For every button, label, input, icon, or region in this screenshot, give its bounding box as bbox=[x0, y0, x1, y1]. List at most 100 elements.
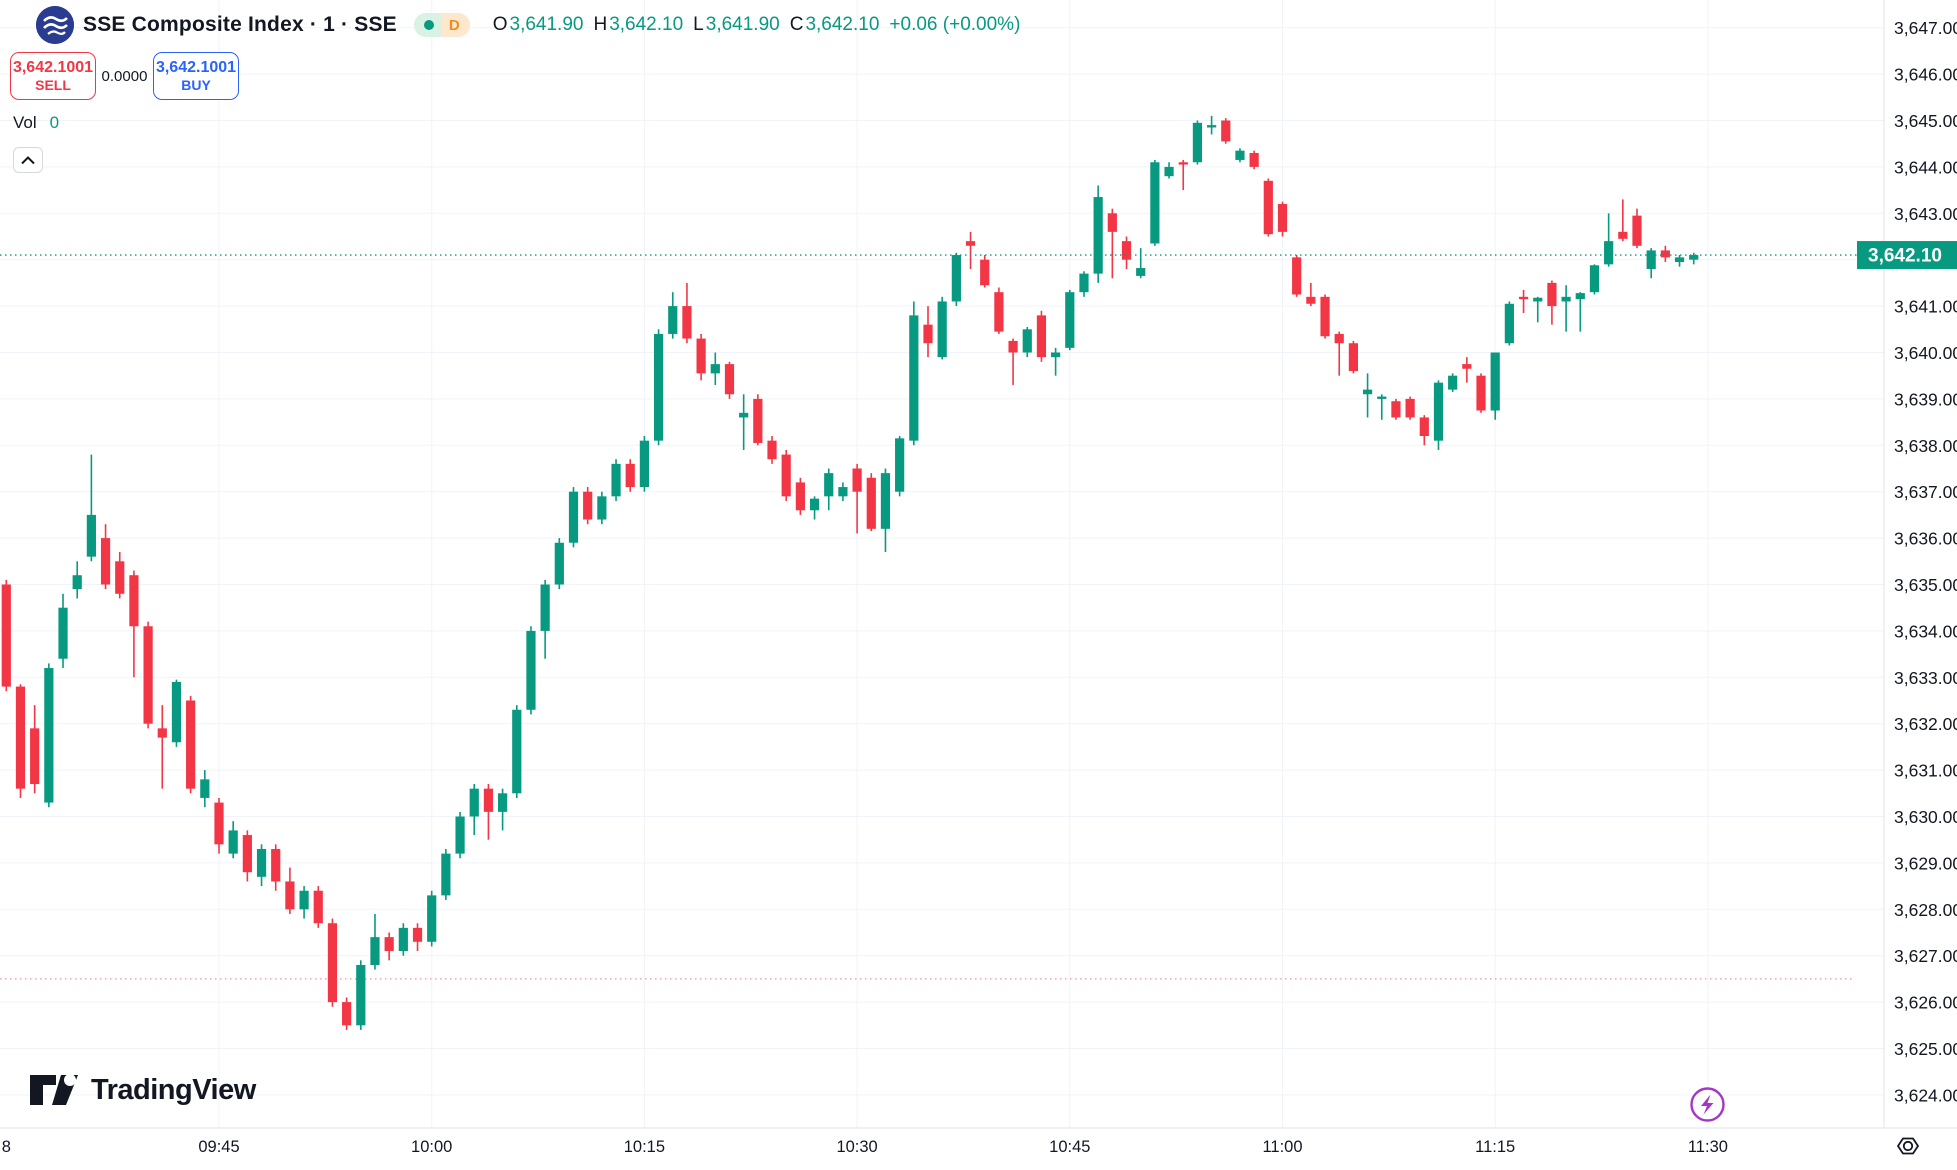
price-tick-label: 3,645.00 bbox=[1894, 111, 1957, 131]
low-value: 3,641.90 bbox=[705, 14, 780, 35]
candle bbox=[1022, 326, 1032, 358]
candle bbox=[1689, 252, 1699, 265]
candle bbox=[1490, 352, 1500, 420]
open-value: 3,641.90 bbox=[509, 14, 584, 35]
candle bbox=[1008, 338, 1018, 385]
sell-button[interactable]: 3,642.1001 SELL bbox=[10, 52, 96, 100]
candle bbox=[1362, 373, 1373, 418]
price-tick-label: 3,630.00 bbox=[1894, 807, 1957, 827]
candle bbox=[512, 705, 522, 798]
candle bbox=[100, 524, 111, 590]
close-value: 3,642.10 bbox=[805, 14, 880, 35]
candle bbox=[285, 867, 295, 914]
candle bbox=[129, 570, 139, 678]
candle bbox=[611, 459, 621, 501]
candle bbox=[44, 663, 54, 808]
candle bbox=[342, 997, 352, 1030]
candle bbox=[441, 848, 451, 901]
symbol-title[interactable]: SSE Composite Index · 1 · SSE bbox=[83, 13, 397, 36]
price-tick-label: 3,639.00 bbox=[1894, 389, 1957, 409]
price-tick-label: 3,635.00 bbox=[1894, 575, 1957, 595]
spread-value: 0.0000 bbox=[101, 67, 148, 85]
price-tick-label: 3,641.00 bbox=[1894, 297, 1957, 317]
price-tick-label: 3,644.00 bbox=[1894, 157, 1957, 177]
price-tick-label: 3,647.00 bbox=[1894, 18, 1957, 38]
sse-symbol-logo-icon bbox=[36, 6, 74, 44]
candle bbox=[1306, 282, 1316, 307]
candle bbox=[1207, 115, 1217, 135]
candle bbox=[356, 960, 366, 1030]
collapse-legend-button[interactable] bbox=[13, 147, 43, 173]
candle bbox=[1448, 373, 1458, 392]
time-tick-label: 10:30 bbox=[836, 1138, 877, 1156]
candle bbox=[668, 292, 678, 339]
volume-legend: Vol 0 bbox=[13, 113, 59, 133]
time-axis[interactable]: 8 09:45 10:00 10:15 10:30 10:45 11:00 11:15 11:3… bbox=[0, 1127, 1957, 1156]
candle bbox=[1277, 201, 1288, 237]
candle bbox=[214, 797, 224, 854]
chart-legend: SSE Composite Index · 1 · SSE D O 3,641.9… bbox=[36, 6, 1020, 44]
price-tick-label: 3,646.00 bbox=[1894, 65, 1957, 85]
candle bbox=[1320, 294, 1330, 339]
candle bbox=[1178, 159, 1188, 191]
quick-trade-button[interactable] bbox=[1689, 1086, 1726, 1128]
candle bbox=[157, 705, 167, 789]
candle bbox=[1391, 398, 1401, 420]
candle bbox=[1079, 271, 1089, 297]
candle bbox=[1150, 159, 1160, 246]
candle bbox=[30, 705, 40, 794]
candle bbox=[639, 436, 649, 492]
price-tick-label: 3,629.00 bbox=[1894, 853, 1957, 873]
timezone-settings-button[interactable] bbox=[1895, 1133, 1921, 1164]
price-axis[interactable]: 3,647.00 3,646.00 3,645.00 3,644.00 3,643.00… bbox=[1857, 0, 1957, 1128]
candle bbox=[1618, 199, 1628, 242]
candle bbox=[1518, 289, 1529, 314]
candle bbox=[1632, 208, 1642, 249]
time-tick-label: 8 bbox=[2, 1138, 11, 1156]
price-tick-label: 3,643.00 bbox=[1894, 204, 1957, 224]
chevron-up-icon bbox=[21, 155, 35, 164]
candle bbox=[696, 333, 706, 381]
tradingview-logo[interactable]: TradingView bbox=[28, 1072, 256, 1108]
candle bbox=[1263, 178, 1273, 237]
candle bbox=[1561, 285, 1571, 332]
delayed-data-badge: D bbox=[441, 13, 470, 37]
candle bbox=[58, 593, 68, 669]
candle bbox=[1462, 357, 1472, 383]
price-tick-label: 3,636.00 bbox=[1894, 529, 1957, 549]
interval-status-badge[interactable]: D bbox=[413, 13, 470, 37]
candle bbox=[327, 918, 338, 1007]
price-tick-label: 3,640.00 bbox=[1894, 343, 1957, 363]
candle bbox=[625, 459, 635, 492]
candle bbox=[1405, 396, 1415, 420]
candle bbox=[653, 329, 664, 446]
lightning-bolt-icon bbox=[1690, 1087, 1725, 1122]
change-value: +0.06 (+0.00%) bbox=[889, 14, 1021, 35]
candle bbox=[1646, 248, 1656, 279]
grid bbox=[0, 0, 1884, 1128]
candle bbox=[86, 454, 96, 562]
candle bbox=[455, 811, 465, 859]
candle bbox=[1660, 245, 1670, 263]
high-value: 3,642.10 bbox=[609, 14, 684, 35]
price-tick-label: 3,624.00 bbox=[1894, 1085, 1957, 1105]
buy-button[interactable]: 3,642.1001 BUY bbox=[153, 52, 239, 100]
candle bbox=[781, 449, 791, 501]
trade-panel: 3,642.1001 SELL 0.0000 3,642.1001 BUY bbox=[10, 52, 239, 100]
candle bbox=[1235, 148, 1245, 163]
price-tick-label: 3,631.00 bbox=[1894, 761, 1957, 781]
ohlc-readout: O 3,641.90 H 3,642.10 L 3,641.90 C 3,642.10 … bbox=[492, 14, 1021, 35]
candle bbox=[256, 844, 267, 887]
candle bbox=[1419, 415, 1429, 446]
candle bbox=[1036, 310, 1047, 362]
candle bbox=[427, 890, 437, 947]
candle bbox=[1433, 380, 1444, 450]
candle bbox=[767, 436, 777, 464]
candle bbox=[597, 491, 607, 525]
time-tick-label: 09:45 bbox=[198, 1138, 239, 1156]
candle bbox=[554, 538, 564, 590]
time-tick-label: 11:15 bbox=[1475, 1138, 1515, 1156]
candle bbox=[980, 255, 990, 288]
